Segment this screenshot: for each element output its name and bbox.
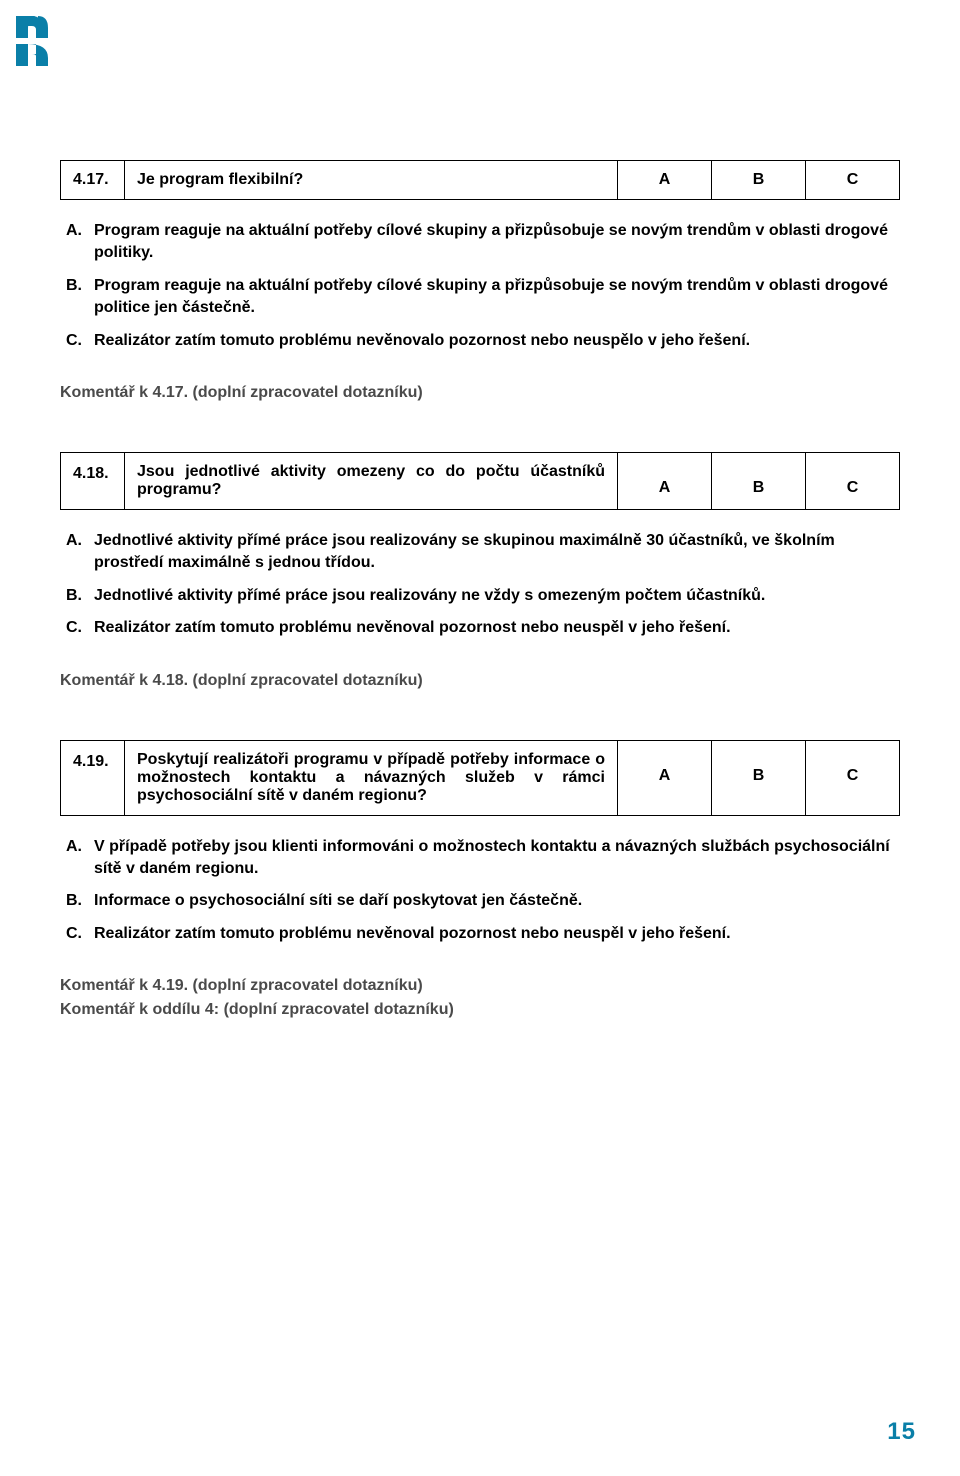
section-comment: Komentář k oddílu 4: (doplní zpracovatel…: [60, 1001, 900, 1019]
answer-row: A. V případě potřeby jsou klienti inform…: [66, 836, 900, 881]
question-table-417: 4.17. Je program flexibilní? A B C: [60, 160, 900, 200]
comment-417: Komentář k 4.17. (doplní zpracovatel dot…: [60, 384, 900, 402]
answer-text: Informace o psychosociální síti se daří …: [94, 890, 900, 912]
question-text: Je program flexibilní?: [125, 161, 618, 200]
answer-row: B. Program reaguje na aktuální potřeby c…: [66, 275, 900, 320]
option-c[interactable]: C: [806, 161, 900, 200]
question-text: Jsou jednotlivé aktivity omezeny co do p…: [125, 452, 618, 509]
answer-text: Realizátor zatím tomuto problému nevěnov…: [94, 617, 900, 639]
answer-text: Program reaguje na aktuální potřeby cílo…: [94, 220, 900, 265]
page-number: 15: [887, 1418, 916, 1446]
comment-419: Komentář k 4.19. (doplní zpracovatel dot…: [60, 977, 900, 995]
question-number: 4.18.: [61, 452, 125, 509]
answers-417: A. Program reaguje na aktuální potřeby c…: [60, 220, 900, 352]
answer-row: C. Realizátor zatím tomuto problému nevě…: [66, 617, 900, 639]
answer-row: B. Jednotlivé aktivity přímé práce jsou …: [66, 585, 900, 607]
question-text: Poskytují realizátoři programu v případě…: [125, 740, 618, 815]
comment-418: Komentář k 4.18. (doplní zpracovatel dot…: [60, 672, 900, 690]
answer-text: V případě potřeby jsou klienti informová…: [94, 836, 900, 881]
option-b[interactable]: B: [712, 740, 806, 815]
option-b[interactable]: B: [712, 452, 806, 509]
answer-letter: A.: [66, 220, 94, 242]
question-number: 4.17.: [61, 161, 125, 200]
option-c[interactable]: C: [806, 740, 900, 815]
question-table-418: 4.18. Jsou jednotlivé aktivity omezeny c…: [60, 452, 900, 510]
answer-letter: B.: [66, 275, 94, 297]
question-number: 4.19.: [61, 740, 125, 815]
answer-letter: A.: [66, 836, 94, 858]
answer-letter: C.: [66, 330, 94, 352]
answer-row: A. Program reaguje na aktuální potřeby c…: [66, 220, 900, 265]
answer-letter: C.: [66, 923, 94, 945]
answer-letter: A.: [66, 530, 94, 552]
option-a[interactable]: A: [618, 161, 712, 200]
answer-letter: C.: [66, 617, 94, 639]
page-content: 4.17. Je program flexibilní? A B C A. Pr…: [60, 160, 900, 1069]
answers-418: A. Jednotlivé aktivity přímé práce jsou …: [60, 530, 900, 640]
logo-icon: [8, 12, 52, 73]
answer-letter: B.: [66, 585, 94, 607]
answer-letter: B.: [66, 890, 94, 912]
answer-text: Program reaguje na aktuální potřeby cílo…: [94, 275, 900, 320]
answer-text: Jednotlivé aktivity přímé práce jsou rea…: [94, 530, 900, 575]
option-a[interactable]: A: [618, 740, 712, 815]
answer-row: C. Realizátor zatím tomuto problému nevě…: [66, 923, 900, 945]
option-b[interactable]: B: [712, 161, 806, 200]
option-a[interactable]: A: [618, 452, 712, 509]
question-table-419: 4.19. Poskytují realizátoři programu v p…: [60, 740, 900, 816]
answer-row: A. Jednotlivé aktivity přímé práce jsou …: [66, 530, 900, 575]
answer-text: Realizátor zatím tomuto problému nevěnov…: [94, 923, 900, 945]
answer-text: Jednotlivé aktivity přímé práce jsou rea…: [94, 585, 900, 607]
answer-row: B. Informace o psychosociální síti se da…: [66, 890, 900, 912]
answers-419: A. V případě potřeby jsou klienti inform…: [60, 836, 900, 946]
option-c[interactable]: C: [806, 452, 900, 509]
answer-row: C. Realizátor zatím tomuto problému nevě…: [66, 330, 900, 352]
answer-text: Realizátor zatím tomuto problému nevěnov…: [94, 330, 900, 352]
